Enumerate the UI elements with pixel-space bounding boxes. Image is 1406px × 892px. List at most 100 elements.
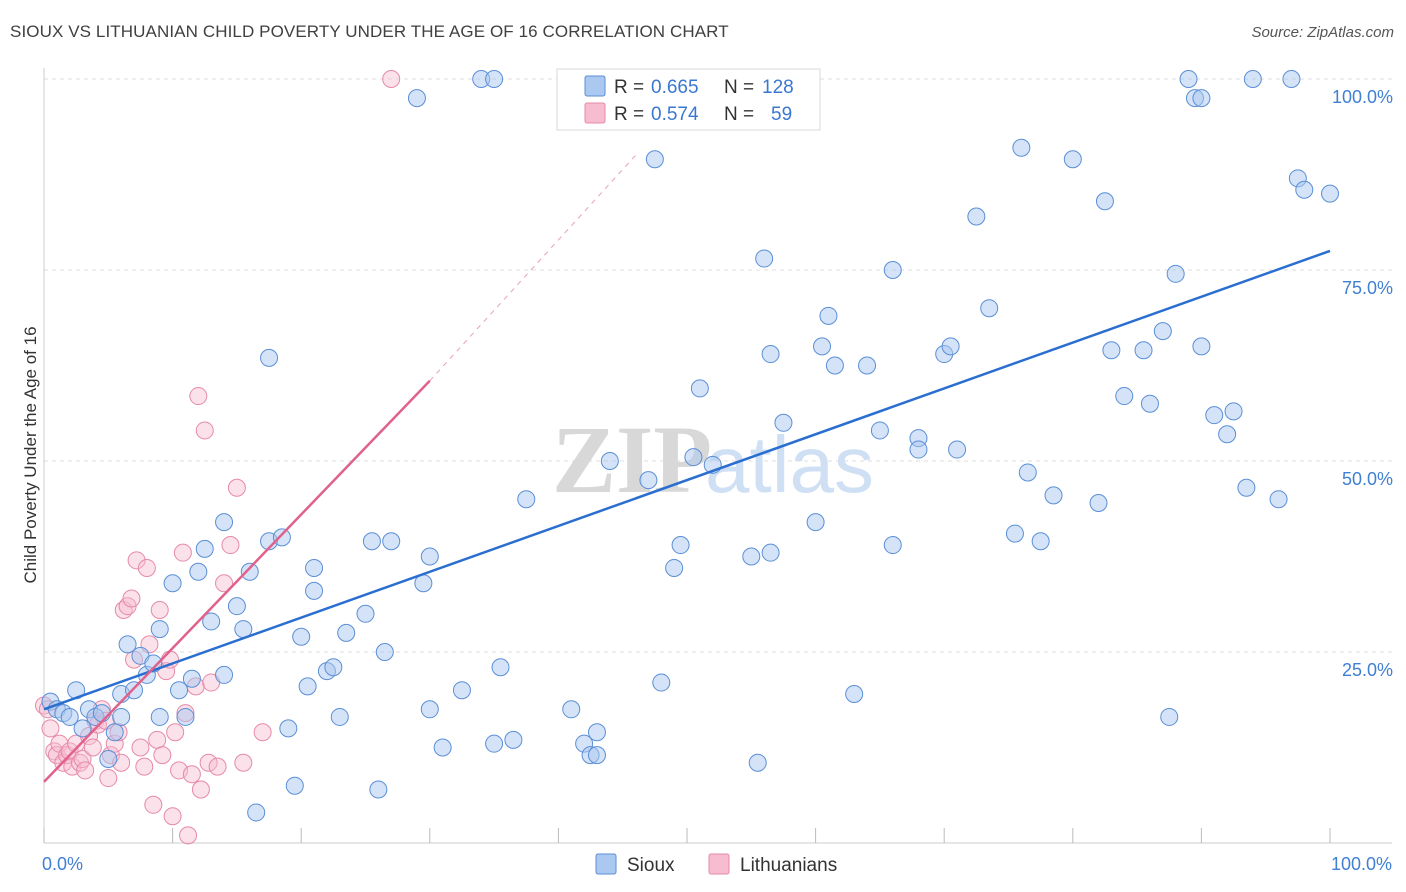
sioux-point-86	[825, 356, 844, 375]
sioux-point-35	[272, 528, 291, 547]
sioux-point-55	[433, 738, 452, 757]
sioux-point-62	[517, 490, 536, 509]
sioux-point-123	[1269, 490, 1288, 509]
y-tick-label-100: 100.0%	[1332, 87, 1393, 107]
sioux-point-102	[1031, 532, 1050, 551]
sioux-point-107	[1102, 341, 1121, 360]
series-legend: Sioux Lithuanians	[595, 853, 837, 876]
sioux-point-13	[118, 635, 137, 654]
legend-r-label-lithuanians: R =	[614, 104, 644, 125]
sioux-point-44	[330, 707, 349, 726]
y-tick-label-50: 50.0%	[1342, 469, 1393, 489]
sioux-point-72	[665, 558, 684, 577]
lithuanians-point-2	[41, 719, 60, 738]
sioux-point-117	[1192, 337, 1211, 356]
sioux-point-98	[980, 299, 999, 318]
sioux-point-122	[1243, 70, 1262, 88]
lithuanians-point-57	[234, 753, 253, 772]
gridlines	[43, 68, 1392, 844]
sioux-point-40	[305, 581, 324, 600]
sioux-point-66	[587, 723, 606, 742]
sioux-point-114	[1179, 70, 1198, 88]
y-axis-label: Child Poverty Under the Age of 16	[21, 326, 40, 583]
sioux-point-26	[202, 612, 221, 631]
trend-lines	[43, 155, 1331, 783]
sioux-point-54	[420, 700, 439, 719]
sioux-points	[41, 70, 1339, 822]
sioux-point-119	[1218, 425, 1237, 444]
sioux-point-110	[1140, 394, 1159, 413]
sioux-point-111	[1153, 322, 1172, 341]
lithuanians-trend-line	[43, 379, 431, 783]
sioux-point-126	[1295, 180, 1314, 199]
lithuanians-point-27	[122, 589, 141, 608]
sioux-point-101	[1018, 463, 1037, 482]
sioux-point-21	[170, 681, 189, 700]
sioux-point-105	[1089, 494, 1108, 513]
sioux-point-104	[1063, 150, 1082, 169]
sioux-point-79	[755, 249, 774, 268]
sioux-point-59	[485, 734, 504, 753]
sioux-point-127	[1321, 184, 1339, 203]
lithuanians-point-35	[148, 730, 167, 749]
lithuanians-point-51	[199, 753, 218, 772]
sioux-point-95	[941, 337, 960, 356]
sioux-point-53	[420, 547, 439, 566]
sioux-point-38	[292, 627, 311, 646]
sioux-point-89	[870, 421, 889, 440]
sioux-point-28	[215, 513, 234, 532]
sioux-point-51	[407, 89, 426, 108]
sioux-point-96	[948, 440, 967, 459]
legend-swatch-lithuanians	[584, 102, 606, 124]
lithuanians-point-59	[382, 70, 401, 88]
lithuanians-point-53	[208, 757, 227, 776]
x-tick-label-max: 100.0%	[1331, 854, 1392, 874]
sioux-point-106	[1095, 192, 1114, 211]
legend-r-label-sioux: R =	[614, 77, 644, 98]
sioux-point-32	[247, 803, 266, 822]
sioux-point-23	[182, 669, 201, 688]
sioux-point-116	[1192, 89, 1211, 108]
sioux-point-118	[1205, 406, 1224, 425]
sioux-point-22	[176, 707, 195, 726]
sioux-point-68	[600, 452, 619, 470]
lithuanians-point-12	[73, 749, 92, 768]
lithuanians-point-55	[221, 536, 240, 555]
bottom-legend-swatch-sioux	[595, 853, 617, 875]
sioux-point-29	[227, 597, 246, 616]
lithuanians-point-58	[253, 723, 272, 742]
lithuanians-point-36	[150, 600, 169, 619]
sioux-point-120	[1224, 402, 1243, 421]
lithuanians-point-13	[76, 761, 95, 780]
legend-n-value-sioux: 128	[762, 77, 794, 98]
sioux-point-5	[73, 719, 92, 738]
sioux-point-91	[883, 536, 902, 555]
sioux-point-46	[356, 604, 375, 623]
legend-r-value-lithuanians: 0.574	[651, 104, 699, 125]
sioux-point-112	[1160, 707, 1179, 726]
lithuanians-point-46	[182, 765, 201, 784]
sioux-point-73	[671, 536, 690, 555]
sioux-point-93	[909, 440, 928, 459]
lithuanians-point-31	[135, 757, 154, 776]
sioux-point-69	[639, 471, 658, 490]
sioux-point-31	[240, 562, 259, 581]
lithuanians-point-29	[127, 551, 146, 570]
bottom-legend-swatch-lithuanians	[708, 853, 730, 875]
sioux-point-39	[298, 677, 317, 696]
sioux-point-63	[562, 700, 581, 719]
lithuanians-point-37	[153, 746, 172, 765]
lithuanians-point-41	[166, 723, 185, 742]
sioux-point-109	[1134, 341, 1153, 360]
sioux-point-37	[285, 776, 304, 795]
sioux-point-41	[305, 558, 324, 577]
sioux-point-99	[1005, 524, 1024, 543]
lithuanians-point-20	[99, 769, 118, 788]
sioux-point-85	[819, 306, 838, 325]
y-tick-label-75: 75.0%	[1342, 278, 1393, 298]
sioux-point-74	[684, 448, 703, 467]
lithuanians-point-49	[191, 780, 210, 799]
sioux-point-77	[742, 547, 761, 566]
sioux-point-24	[189, 562, 208, 581]
